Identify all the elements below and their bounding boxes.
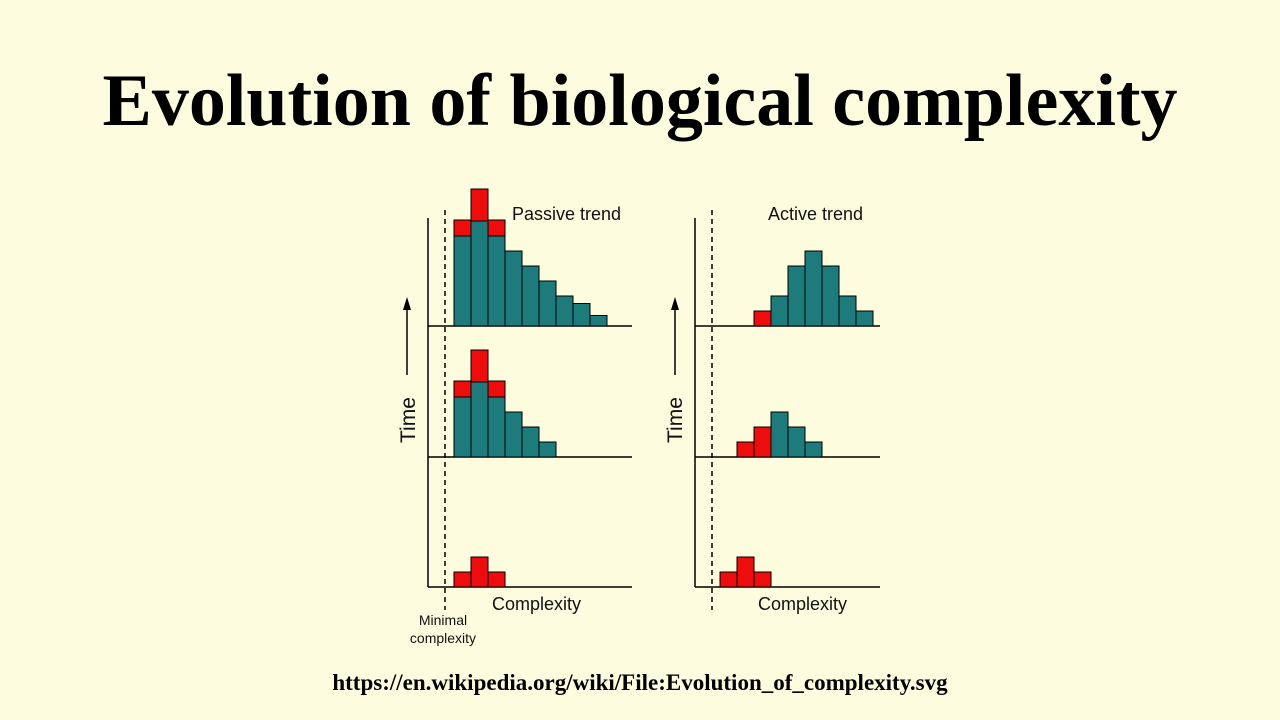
red-bar [736, 556, 755, 588]
red-bar-top [470, 188, 489, 222]
teal-bar [821, 265, 840, 327]
red-bar [487, 571, 506, 588]
teal-bar [787, 426, 806, 458]
red-bar-top [453, 380, 472, 398]
teal-bar [770, 411, 789, 458]
source-url: https://en.wikipedia.org/wiki/File:Evolu… [332, 670, 948, 695]
teal-bar [538, 280, 557, 327]
red-bar-top [453, 219, 472, 237]
teal-bar [804, 441, 823, 458]
minimal-complexity-label-line1: Minimal [419, 612, 467, 628]
teal-bar [487, 235, 506, 327]
red-bar [736, 441, 755, 458]
active-trend-panel: Active trend Time Complexity [664, 204, 880, 614]
teal-bar [504, 250, 523, 327]
teal-bar [855, 310, 874, 327]
teal-bar [770, 295, 789, 327]
teal-bar [521, 265, 540, 327]
complexity-axis-label: Complexity [758, 594, 847, 614]
time-axis-label: Time [664, 397, 687, 443]
teal-bar [555, 295, 574, 327]
teal-bar [453, 235, 472, 327]
red-bar [753, 426, 772, 458]
time-axis-label: Time [397, 397, 420, 443]
teal-bar [487, 396, 506, 458]
red-bar [753, 310, 772, 327]
minimal-complexity-label-line2: complexity [410, 630, 476, 646]
red-bar [470, 556, 489, 588]
red-bar-top [487, 380, 506, 398]
teal-bar [453, 396, 472, 458]
red-bar-top [487, 219, 506, 237]
red-bar [453, 571, 472, 588]
teal-bar [589, 315, 608, 327]
teal-bar [470, 220, 489, 327]
panel-title-active: Active trend [768, 204, 863, 224]
teal-bar [504, 411, 523, 458]
teal-bar [838, 295, 857, 327]
teal-bar [538, 441, 557, 458]
teal-bar [572, 303, 591, 327]
teal-bar [521, 426, 540, 458]
red-bar [719, 571, 738, 588]
panel-title-passive: Passive trend [512, 204, 621, 224]
slide-title: Evolution of biological complexity [102, 60, 1178, 142]
teal-bar [804, 250, 823, 327]
teal-bar [470, 381, 489, 458]
red-bar-top [470, 349, 489, 383]
complexity-axis-label: Complexity [492, 594, 581, 614]
red-bar [753, 571, 772, 588]
time-arrow-head [671, 297, 679, 310]
teal-bar [787, 265, 806, 327]
passive-trend-panel: Passive trend Time Complexity Minimal co… [397, 188, 632, 646]
time-arrow-head [403, 297, 411, 310]
